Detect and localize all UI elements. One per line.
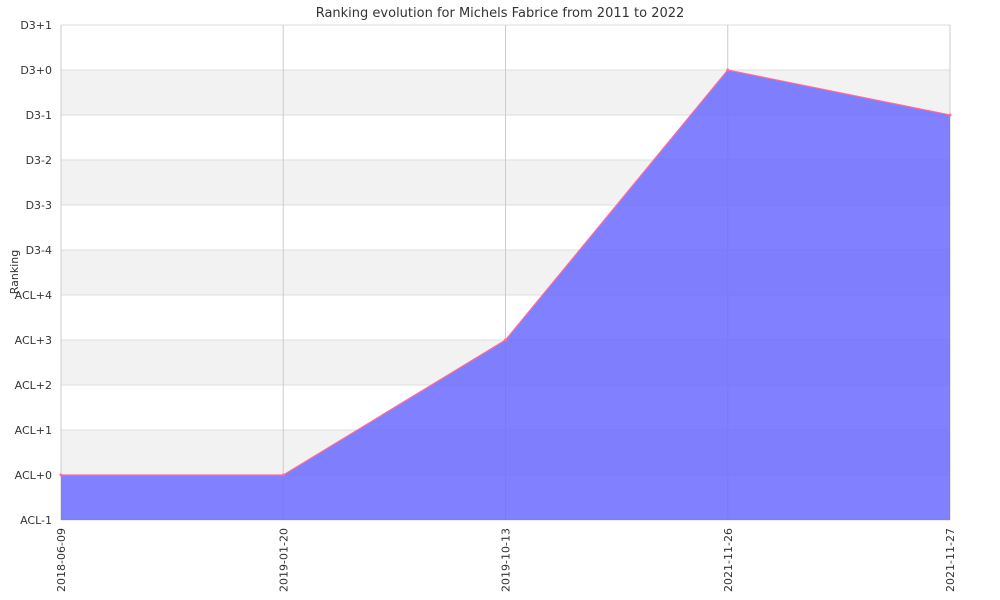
y-tick-label: D3-3 [26, 199, 52, 212]
data-point [726, 68, 730, 72]
y-tick-label: ACL+1 [15, 424, 52, 437]
x-tick-label: 2021-11-26 [722, 528, 735, 592]
y-tick-label: D3-2 [26, 154, 52, 167]
y-tick-label: ACL+0 [15, 469, 52, 482]
y-axis-ticks: ACL-1 ACL+0 ACL+1 ACL+2 ACL+3 ACL+4 D3-4 D3-3 D3… [15, 19, 52, 527]
data-point [281, 473, 285, 477]
x-tick-label: 2019-01-20 [277, 528, 290, 592]
y-tick-label: ACL-1 [20, 514, 52, 527]
y-axis-label: Ranking [8, 250, 21, 295]
y-tick-label: D3-1 [26, 109, 52, 122]
area-layer [59, 68, 952, 520]
y-tick-label: ACL+4 [15, 289, 52, 302]
data-point [504, 338, 507, 342]
x-tick-label: 2021-11-27 [944, 528, 957, 592]
y-tick-label: ACL+3 [15, 334, 52, 347]
y-tick-label: D3+0 [20, 64, 52, 77]
y-tick-label: D3+1 [20, 19, 52, 32]
x-tick-label: 2019-10-13 [500, 528, 513, 592]
y-tick-label: D3-4 [26, 244, 52, 257]
x-tick-label: 2018-06-09 [55, 528, 68, 592]
series-area [61, 70, 950, 520]
data-point [59, 473, 63, 477]
chart-title: Ranking evolution for Michels Fabrice fr… [316, 6, 685, 21]
data-point [948, 113, 952, 117]
x-axis-ticks: 2018-06-09 2019-01-20 2019-10-13 2021-11-26… [55, 528, 957, 592]
y-tick-label: ACL+2 [15, 379, 52, 392]
